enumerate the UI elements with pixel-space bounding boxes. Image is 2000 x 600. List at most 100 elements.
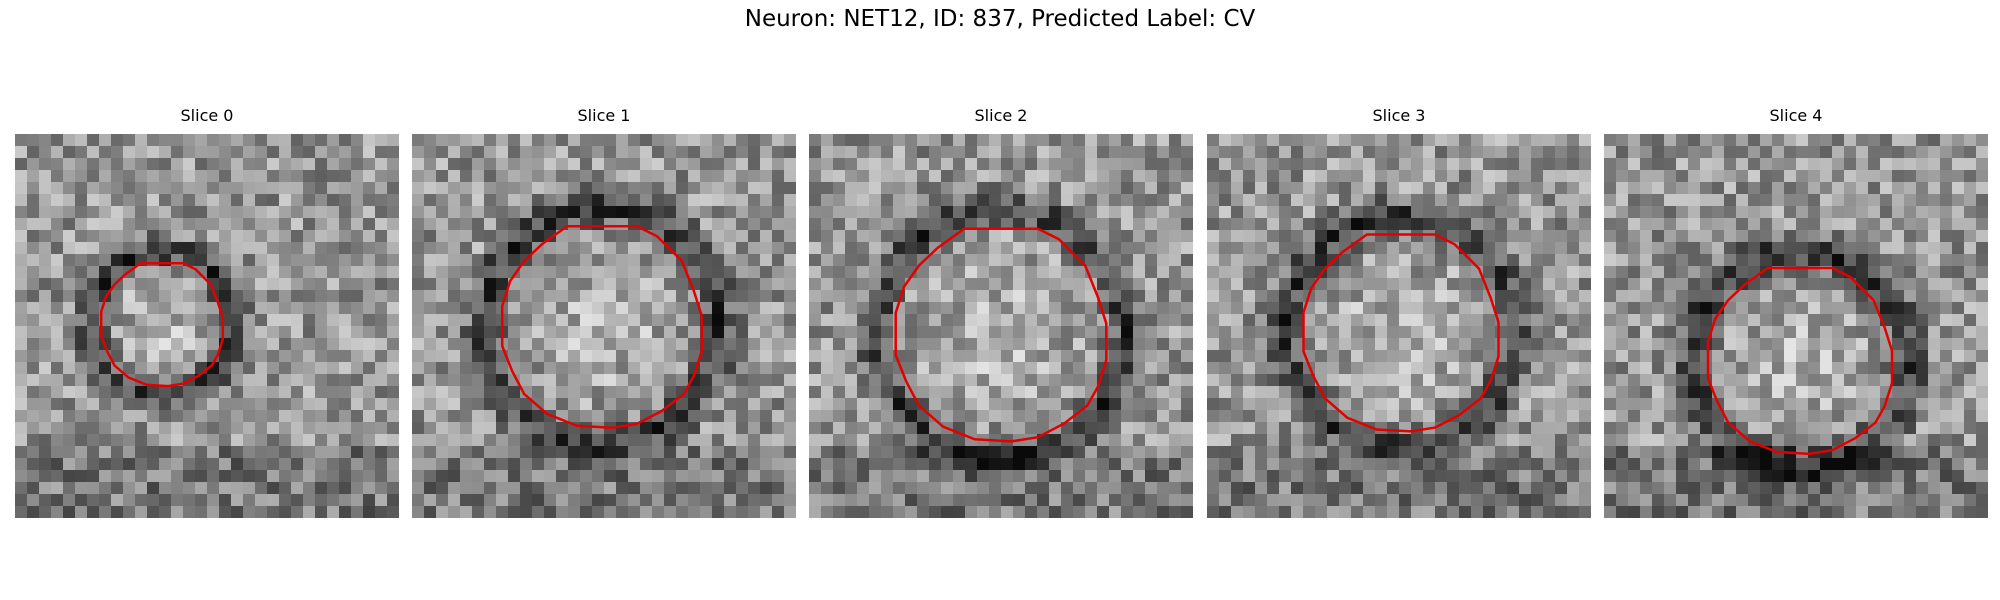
pixel-cell	[51, 170, 64, 183]
pixel-cell	[1363, 302, 1376, 315]
pixel-cell	[1013, 290, 1026, 303]
pixel-cell	[159, 194, 172, 207]
pixel-cell	[1664, 350, 1677, 363]
pixel-cell	[436, 446, 449, 459]
pixel-cell	[267, 218, 280, 231]
pixel-cell	[784, 134, 796, 147]
pixel-cell	[1121, 458, 1134, 471]
pixel-cell	[1327, 194, 1340, 207]
pixel-cell	[1145, 302, 1158, 315]
pixel-cell	[1772, 374, 1785, 387]
pixel-cell	[1097, 290, 1110, 303]
pixel-cell	[39, 422, 52, 435]
pixel-cell	[1169, 482, 1182, 495]
pixel-cell	[760, 302, 773, 315]
pixel-cell	[1073, 170, 1086, 183]
pixel-cell	[989, 314, 1002, 327]
pixel-cell	[231, 350, 244, 363]
pixel-cell	[147, 398, 160, 411]
pixel-cell	[1447, 146, 1460, 159]
pixel-cell	[51, 410, 64, 423]
pixel-cell	[1351, 446, 1364, 459]
pixel-cell	[1001, 494, 1014, 507]
pixel-cell	[869, 350, 882, 363]
pixel-cell	[580, 374, 593, 387]
pixel-cell	[207, 422, 220, 435]
pixel-cell	[508, 194, 521, 207]
pixel-cell	[99, 182, 112, 195]
pixel-cell	[736, 326, 749, 339]
pixel-cell	[989, 230, 1002, 243]
pixel-cell	[1495, 266, 1508, 279]
pixel-cell	[436, 206, 449, 219]
pixel-cell	[1459, 338, 1472, 351]
pixel-cell	[1049, 506, 1062, 518]
pixel-cell	[147, 182, 160, 195]
pixel-cell	[857, 326, 870, 339]
pixel-cell	[1351, 386, 1364, 399]
pixel-cell	[965, 398, 978, 411]
pixel-cell	[51, 374, 64, 387]
pixel-cell	[1315, 422, 1328, 435]
pixel-cell	[1567, 158, 1580, 171]
pixel-cell	[760, 458, 773, 471]
pixel-cell	[1640, 314, 1653, 327]
pixel-cell	[1145, 266, 1158, 279]
pixel-cell	[1109, 278, 1122, 291]
pixel-cell	[833, 194, 846, 207]
pixel-cell	[1904, 242, 1917, 255]
pixel-cell	[544, 146, 557, 159]
pixel-cell	[1255, 434, 1268, 447]
pixel-cell	[111, 278, 124, 291]
pixel-cell	[39, 290, 52, 303]
pixel-cell	[532, 422, 545, 435]
pixel-cell	[1507, 374, 1520, 387]
pixel-cell	[1279, 494, 1292, 507]
pixel-cell	[1579, 302, 1591, 315]
pixel-cell	[965, 158, 978, 171]
pixel-cell	[183, 182, 196, 195]
pixel-cell	[1339, 446, 1352, 459]
pixel-cell	[171, 386, 184, 399]
pixel-cell	[833, 314, 846, 327]
pixel-cell	[845, 290, 858, 303]
pixel-cell	[327, 350, 340, 363]
pixel-cell	[1976, 386, 1988, 399]
pixel-cell	[1267, 446, 1280, 459]
pixel-cell	[736, 134, 749, 147]
pixel-cell	[448, 410, 461, 423]
pixel-cell	[1279, 386, 1292, 399]
pixel-cell	[989, 290, 1002, 303]
pixel-cell	[1820, 362, 1833, 375]
pixel-cell	[989, 458, 1002, 471]
pixel-cell	[412, 374, 425, 387]
pixel-cell	[857, 494, 870, 507]
pixel-cell	[857, 362, 870, 375]
pixel-cell	[664, 386, 677, 399]
pixel-cell	[1664, 218, 1677, 231]
pixel-cell	[1109, 266, 1122, 279]
pixel-cell	[195, 410, 208, 423]
pixel-cell	[917, 206, 930, 219]
pixel-cell	[1037, 470, 1050, 483]
pixel-cell	[1013, 230, 1026, 243]
pixel-cell	[460, 230, 473, 243]
pixel-cell	[1025, 470, 1038, 483]
pixel-cell	[496, 170, 509, 183]
pixel-cell	[183, 422, 196, 435]
pixel-cell	[929, 230, 942, 243]
pixel-cell	[496, 410, 509, 423]
pixel-cell	[1411, 326, 1424, 339]
pixel-cell	[1976, 326, 1988, 339]
pixel-cell	[1339, 482, 1352, 495]
pixel-cell	[1435, 218, 1448, 231]
pixel-cell	[953, 326, 966, 339]
pixel-cell	[1796, 182, 1809, 195]
pixel-cell	[1363, 146, 1376, 159]
pixel-cell	[1880, 362, 1893, 375]
pixel-cell	[1892, 326, 1905, 339]
pixel-cell	[1025, 386, 1038, 399]
pixel-cell	[1061, 314, 1074, 327]
pixel-cell	[628, 458, 641, 471]
pixel-cell	[1181, 314, 1193, 327]
